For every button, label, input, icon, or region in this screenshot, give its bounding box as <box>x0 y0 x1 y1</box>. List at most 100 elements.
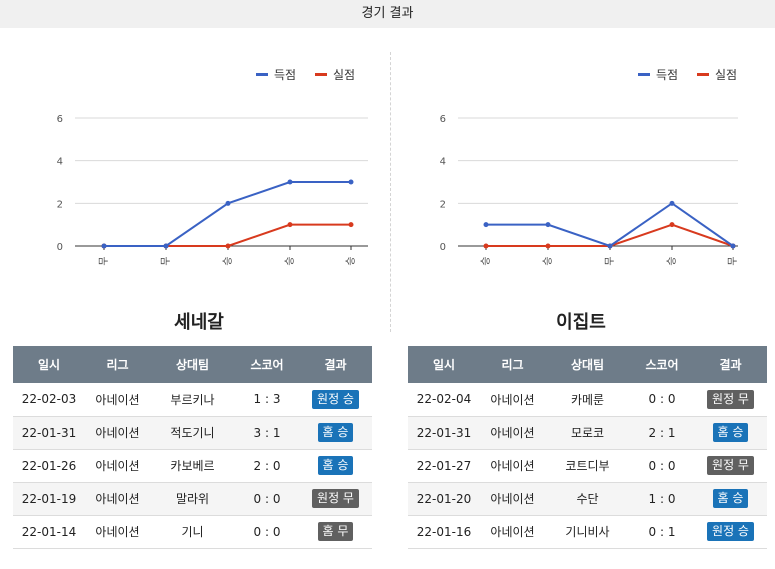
x-tick-label: 무 <box>161 256 172 265</box>
x-tick-label: 승 <box>284 256 296 265</box>
x-tick-label: 승 <box>542 256 554 265</box>
table-row: 22-02-04 아네이션 카메룬 0 : 0 원정 무 <box>408 383 767 417</box>
table-row: 22-01-20 아네이션 수단 1 : 0 홈 승 <box>408 482 767 516</box>
legend-item-conceded: 실점 <box>697 66 737 83</box>
match-score: 2 : 0 <box>235 449 299 483</box>
match-result: 원정 무 <box>694 383 767 417</box>
col-header-opponent: 상대팀 <box>150 346 235 383</box>
match-league: 아네이션 <box>85 416 150 450</box>
match-league: 아네이션 <box>480 416 545 450</box>
match-league: 아네이션 <box>85 449 150 483</box>
team-name: 세네갈 <box>174 312 224 333</box>
match-opponent: 기니비사 <box>545 515 630 549</box>
data-point-scored <box>545 222 551 228</box>
match-opponent: 코트디부 <box>545 449 630 483</box>
col-header-date: 일시 <box>13 346 85 383</box>
y-tick-label: 4 <box>440 157 446 168</box>
match-result: 홈 승 <box>694 416 767 450</box>
results-line-chart-senegal: 0 2 4 6 무 무 승 승 승 <box>57 114 368 266</box>
page-header: 경기 결과 <box>0 0 775 28</box>
match-result: 원정 무 <box>694 449 767 483</box>
col-header-league: 리그 <box>480 346 545 383</box>
match-score: 0 : 0 <box>235 515 299 549</box>
match-date: 22-02-03 <box>13 383 85 417</box>
result-badge: 홈 무 <box>317 522 354 541</box>
y-tick-label: 2 <box>440 199 446 210</box>
data-point-scored <box>348 179 354 185</box>
match-opponent: 카메룬 <box>545 383 630 417</box>
data-point-conceded <box>545 243 551 249</box>
result-badge: 원정 무 <box>707 389 754 409</box>
y-tick-label: 0 <box>440 242 446 253</box>
page-title: 경기 결과 <box>361 6 414 21</box>
data-point-conceded <box>287 222 293 228</box>
match-date: 22-01-27 <box>408 449 480 483</box>
match-league: 아네이션 <box>480 482 545 516</box>
col-header-score: 스코어 <box>630 346 694 383</box>
panel-divider <box>390 52 391 332</box>
col-header-opponent: 상대팀 <box>545 346 630 383</box>
match-opponent: 부르키나 <box>150 383 235 417</box>
legend-item-scored: 득점 <box>638 66 678 83</box>
x-tick-label: 승 <box>345 256 357 265</box>
data-point-conceded <box>483 243 489 249</box>
col-header-score: 스코어 <box>235 346 299 383</box>
match-date: 22-01-20 <box>408 482 480 516</box>
result-badge: 원정 승 <box>707 522 754 541</box>
team-name: 이집트 <box>556 312 606 333</box>
data-point-conceded <box>348 222 354 228</box>
match-league: 아네이션 <box>480 515 545 549</box>
match-score: 0 : 0 <box>630 449 694 483</box>
legend-swatch-scored <box>256 73 268 76</box>
match-results-table-senegal: 일시 리그 상대팀 스코어 결과 22-02-03 아네이션 부르키나 1 : 3 원정… <box>13 346 372 549</box>
y-tick-label: 0 <box>57 242 63 253</box>
legend-item-scored: 득점 <box>256 66 296 83</box>
match-score: 2 : 1 <box>630 416 694 450</box>
series-line-conceded <box>104 223 351 247</box>
table-row: 22-02-03 아네이션 부르키나 1 : 3 원정 승 <box>13 383 372 417</box>
match-opponent: 기니 <box>150 515 235 549</box>
col-header-result: 결과 <box>299 346 372 383</box>
col-header-date: 일시 <box>408 346 480 383</box>
data-point-scored <box>225 200 231 206</box>
match-result: 홈 승 <box>694 482 767 516</box>
match-league: 아네이션 <box>480 449 545 483</box>
match-date: 22-01-14 <box>13 515 85 549</box>
match-score: 1 : 0 <box>630 482 694 516</box>
x-tick-label: 승 <box>666 256 678 265</box>
table-row: 22-01-31 아네이션 적도기니 3 : 1 홈 승 <box>13 416 372 450</box>
results-line-chart-egypt: 0 2 4 6 승 승 무 승 무 <box>440 114 739 266</box>
result-badge: 홈 승 <box>317 456 354 475</box>
result-badge: 홈 승 <box>317 423 354 442</box>
match-score: 0 : 1 <box>630 515 694 549</box>
col-header-result: 결과 <box>694 346 767 383</box>
match-opponent: 말라위 <box>150 482 235 516</box>
match-date: 22-01-31 <box>13 416 85 450</box>
match-league: 아네이션 <box>85 515 150 549</box>
match-score: 3 : 1 <box>235 416 299 450</box>
match-result: 원정 승 <box>694 515 767 549</box>
match-score: 0 : 0 <box>235 482 299 516</box>
data-point-scored <box>607 243 613 249</box>
y-tick-label: 6 <box>440 114 446 125</box>
legend-swatch-conceded <box>315 73 327 76</box>
table-row: 22-01-19 아네이션 말라위 0 : 0 원정 무 <box>13 482 372 516</box>
match-date: 22-02-04 <box>408 383 480 417</box>
table-row: 22-01-16 아네이션 기니비사 0 : 1 원정 승 <box>408 515 767 549</box>
match-result: 원정 무 <box>299 482 372 516</box>
match-opponent: 적도기니 <box>150 416 235 450</box>
y-tick-label: 4 <box>57 157 63 168</box>
match-opponent: 카보베르 <box>150 449 235 483</box>
table-row: 22-01-14 아네이션 기니 0 : 0 홈 무 <box>13 515 372 549</box>
series-line-scored <box>104 181 351 247</box>
match-date: 22-01-16 <box>408 515 480 549</box>
table-row: 22-01-31 아네이션 모로코 2 : 1 홈 승 <box>408 416 767 450</box>
result-badge: 원정 무 <box>312 489 359 508</box>
match-league: 아네이션 <box>85 482 150 516</box>
match-date: 22-01-26 <box>13 449 85 483</box>
match-result: 홈 무 <box>299 515 372 549</box>
series-line-conceded <box>486 223 734 247</box>
table-header-row: 일시 리그 상대팀 스코어 결과 <box>408 346 767 383</box>
match-opponent: 모로코 <box>545 416 630 450</box>
x-tick-label: 무 <box>99 256 110 265</box>
